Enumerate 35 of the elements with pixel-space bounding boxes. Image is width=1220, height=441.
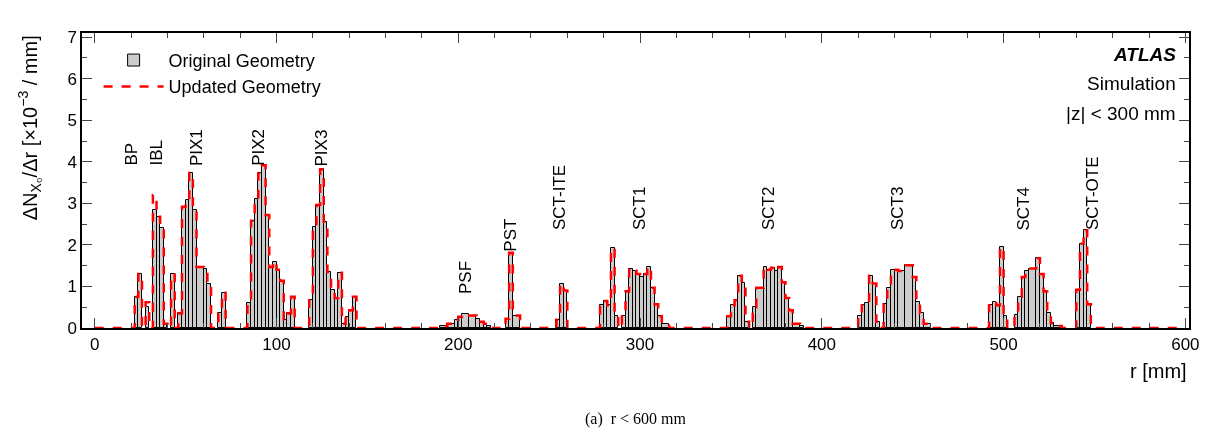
annotation: SCT2 [759, 186, 779, 231]
annotation: IBL [147, 140, 167, 166]
y-tick-label: 1 [67, 277, 77, 297]
annotation: Simulation [1087, 73, 1176, 94]
annotation: ATLAS [1113, 44, 1177, 65]
y-tick-label: 4 [67, 152, 77, 172]
annotation: SCT3 [888, 186, 908, 231]
legend-label: Updated Geometry [168, 77, 321, 98]
y-tick-label: 7 [67, 28, 77, 48]
annotation: SCT1 [630, 186, 650, 230]
text: (a) r < 600 mm [585, 410, 687, 428]
x-tick-label: 0 [89, 335, 100, 355]
y-tick-label: 5 [67, 111, 77, 131]
annotation: PIX1 [186, 129, 206, 167]
annotation: PST [501, 218, 521, 252]
annotation: |z| < 300 mm [1066, 103, 1176, 124]
annotation: SCT-ITE [550, 164, 570, 230]
annotation: PIX2 [248, 129, 268, 166]
x-tick-label: 600 [1171, 335, 1200, 355]
annotation: PIX3 [312, 129, 332, 167]
x-tick-label: 400 [807, 335, 837, 355]
x-tick-label: 200 [444, 335, 473, 355]
x-axis-title: r [mm] [1130, 360, 1187, 382]
y-tick-label: 3 [67, 194, 77, 214]
legend-label: Original Geometry [168, 51, 315, 72]
annotation: SCT4 [1013, 187, 1033, 231]
x-tick-label: 100 [262, 335, 291, 355]
annotation: PSF [456, 260, 476, 295]
y-tick-label: 0 [67, 318, 77, 338]
x-tick-label: 300 [625, 335, 655, 355]
annotation: SCT-OTE [1083, 156, 1103, 231]
y-tick-label: 6 [67, 69, 77, 89]
y-tick-label: 2 [67, 235, 77, 255]
annotation: BP [121, 142, 141, 166]
x-tick-label: 500 [989, 335, 1018, 355]
